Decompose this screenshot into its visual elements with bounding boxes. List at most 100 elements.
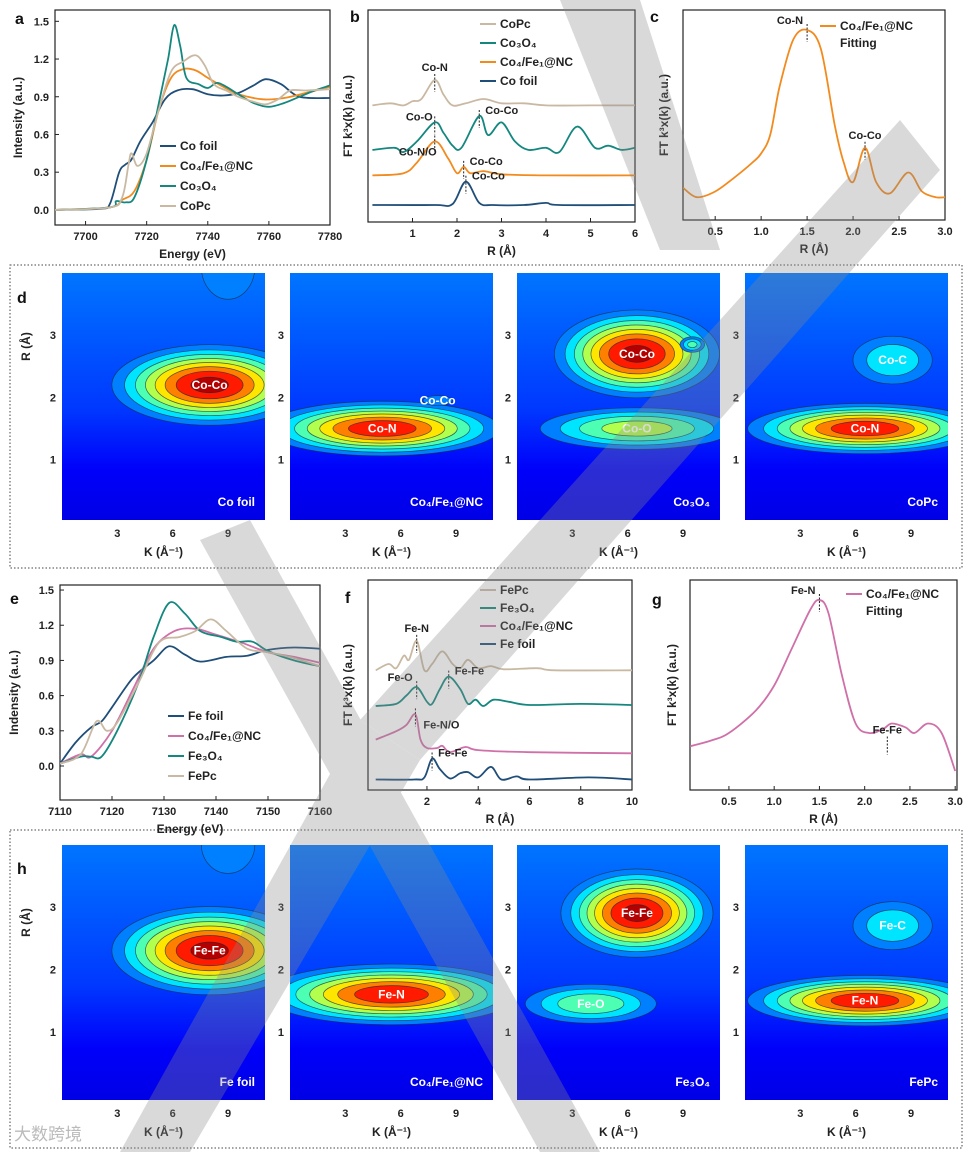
y-tick-label: 0.3: [39, 726, 54, 738]
x-tick-label: 8: [578, 796, 584, 808]
series-group: [375, 639, 632, 781]
y-tick-label: 3: [505, 330, 511, 342]
contour-level: [621, 904, 652, 922]
x-axis-label: K (Å⁻¹): [372, 544, 411, 559]
contour-level: [422, 395, 453, 406]
x-axis-label: R (Å): [809, 811, 838, 826]
peak-label: Fe-Fe: [455, 666, 484, 678]
contour-level: [866, 909, 919, 942]
y-tick-label: 1: [733, 1027, 739, 1039]
peak-label: Fe-O: [577, 997, 604, 1011]
series-line-2: [372, 140, 635, 177]
series-line-2: [60, 601, 320, 765]
x-tick-label: 7780: [318, 231, 342, 243]
sample-label: FePc: [909, 1075, 938, 1089]
y-axis-label: FT k³x(k) (a.u.): [665, 644, 679, 726]
x-tick-label: 3: [114, 528, 120, 540]
series-line-0: [690, 598, 957, 772]
y-axis-label: R (Å): [18, 332, 33, 361]
panel-letter-g: g: [652, 592, 662, 609]
y-tick-label: 1: [733, 455, 739, 467]
contour-level: [830, 992, 900, 1009]
x-axis-label: Energy (eV): [159, 247, 226, 261]
peak-label: Co-O: [406, 111, 433, 123]
contour-level: [200, 845, 256, 874]
peak-label: Fe-N: [378, 987, 405, 1001]
x-axis-label: K (Å⁻¹): [827, 1124, 866, 1139]
x-tick-label: 0.5: [721, 796, 736, 808]
panel-h-frame: [9, 829, 963, 1149]
series-group: [55, 24, 330, 211]
peak-label: Fe-N: [852, 994, 879, 1008]
x-axis-label: R (Å): [487, 243, 516, 258]
x-tick-label: 6: [398, 528, 404, 540]
panel-d-frame: [9, 264, 963, 569]
wavelet-map-2: [517, 845, 720, 1100]
wavelet-map-2: [517, 273, 720, 520]
watermark-band: [120, 0, 940, 1152]
x-axis-label: K (Å⁻¹): [372, 1124, 411, 1139]
y-axis-label: Indensity (a.u.): [7, 650, 21, 735]
plot-frame: [689, 579, 958, 791]
x-tick-label: 3: [797, 1108, 803, 1120]
y-tick-label: 3: [733, 330, 739, 342]
contour-level: [601, 420, 673, 437]
sample-label: Co foil: [218, 495, 255, 509]
contour-level: [190, 376, 229, 394]
x-tick-label: 7150: [256, 806, 280, 818]
x-tick-label: 7110: [48, 806, 72, 818]
legend-label: CoPc: [500, 17, 531, 31]
x-tick-label: 1.5: [799, 226, 814, 238]
legend-label: Fitting: [866, 604, 903, 618]
sample-label: Fe₃O₄: [675, 1075, 710, 1089]
series-line-2: [55, 24, 330, 211]
panel-letter-b: b: [350, 9, 360, 26]
x-tick-label: 1: [409, 228, 415, 240]
x-tick-label: 9: [225, 1108, 231, 1120]
x-tick-label: 5: [587, 228, 593, 240]
x-tick-label: 3: [342, 1108, 348, 1120]
x-axis-label: K (Å⁻¹): [599, 544, 638, 559]
x-tick-label: 2.5: [902, 796, 917, 808]
legend-label: Co₄/Fe₁@NC: [188, 729, 261, 743]
x-tick-label: 7130: [152, 806, 176, 818]
sample-label: Fe foil: [220, 1075, 255, 1089]
sample-label: Co₃O₄: [673, 495, 710, 509]
x-tick-label: 4: [543, 228, 550, 240]
panel-letter-c: c: [650, 9, 659, 26]
peak-label: Fe-Fe: [194, 944, 226, 958]
peak-label: Fe-N: [791, 585, 816, 597]
legend-label: Co₃O₄: [500, 36, 537, 50]
wavelet-map-3: [745, 273, 948, 520]
x-tick-label: 2.5: [891, 226, 906, 238]
x-tick-label: 2: [454, 228, 460, 240]
series-line-0: [372, 79, 635, 107]
legend-label: Fe foil: [500, 637, 535, 651]
peak-label: Co-N: [422, 62, 448, 74]
x-tick-label: 9: [453, 528, 459, 540]
legend-label: Fe₃O₄: [188, 749, 223, 763]
y-axis-label: R (Å): [18, 908, 33, 937]
y-tick-label: 0.9: [39, 655, 54, 667]
legend-label: Co₄/Fe₁@NC: [840, 19, 913, 33]
legend-label: FePc: [500, 583, 529, 597]
contour-level: [830, 420, 900, 437]
panel-letter-a: a: [15, 11, 24, 28]
y-tick-label: 3: [733, 902, 739, 914]
series-line-0: [375, 639, 632, 673]
contour-level: [348, 420, 417, 437]
x-axis-label: K (Å⁻¹): [144, 1124, 183, 1139]
wavelet-map-1: [290, 845, 493, 1100]
y-tick-label: 3: [505, 902, 511, 914]
y-tick-label: 2: [50, 392, 56, 404]
y-axis-label: FT k³x(k) (a.u.): [341, 644, 355, 726]
contour-level: [354, 985, 429, 1004]
x-axis-label: R (Å): [800, 241, 829, 256]
peak-label: Fe-O: [388, 672, 414, 684]
contour-level: [687, 341, 698, 348]
y-tick-label: 1: [278, 1027, 284, 1039]
y-tick-label: 1.2: [39, 620, 54, 632]
y-tick-label: 2: [505, 392, 511, 404]
x-tick-label: 6: [526, 796, 532, 808]
x-tick-label: 7160: [308, 806, 332, 818]
